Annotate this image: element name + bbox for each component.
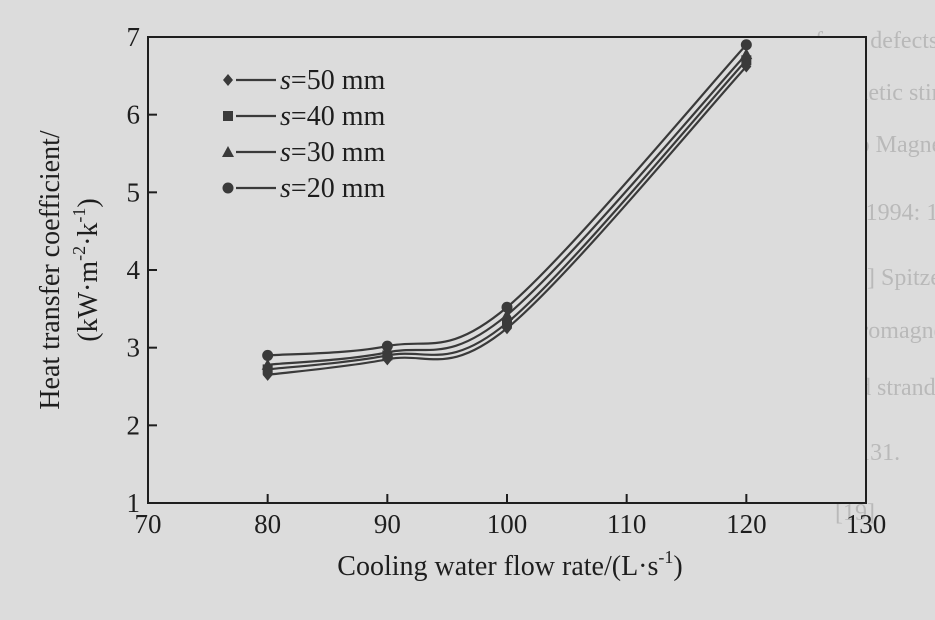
data-point-circle bbox=[501, 301, 513, 313]
legend-item: s=50 mm bbox=[223, 65, 385, 96]
data-point-triangle bbox=[740, 48, 753, 60]
background-text-line: [19] bbox=[835, 500, 875, 526]
y-tick-label: 7 bbox=[127, 22, 141, 52]
y-tick-label: 4 bbox=[127, 255, 141, 285]
y-axis-title-line2: (kW·m-2·k-1) bbox=[69, 198, 104, 342]
legend-marker-square bbox=[223, 111, 233, 121]
legend-item: s=30 mm bbox=[222, 137, 385, 168]
legend-label: s=40 mm bbox=[280, 101, 385, 132]
data-point-triangle bbox=[261, 358, 274, 370]
x-tick-label: 100 bbox=[487, 509, 528, 539]
data-point-square bbox=[741, 55, 752, 66]
data-point-circle bbox=[262, 349, 274, 361]
x-tick-label: 130 bbox=[846, 509, 887, 539]
series-line bbox=[267, 65, 748, 376]
y-tick-label: 5 bbox=[127, 177, 141, 207]
data-point-triangle bbox=[501, 309, 513, 321]
series-line bbox=[267, 53, 748, 366]
data-point-square bbox=[502, 317, 512, 328]
x-tick-label: 120 bbox=[726, 509, 767, 539]
x-axis-title: Cooling water flow rate/(L·s-1) bbox=[337, 547, 682, 582]
ticks-layer: 70 80 90 100 110 120 130 1 2 3 4 5 6 7 bbox=[127, 22, 887, 539]
data-point-diamond bbox=[741, 60, 752, 73]
y-tick-label: 3 bbox=[127, 333, 141, 363]
y-tick-label: 2 bbox=[127, 410, 141, 440]
plot-area bbox=[148, 37, 866, 503]
legend-label: s=30 mm bbox=[280, 137, 385, 168]
x-tick-label: 110 bbox=[607, 509, 647, 539]
data-point-circle bbox=[740, 39, 752, 51]
series-line bbox=[267, 59, 748, 371]
series-layer bbox=[261, 39, 753, 381]
legend-marker-circle bbox=[222, 182, 234, 194]
y-tick-label: 1 bbox=[127, 488, 141, 518]
series-circle bbox=[262, 39, 752, 361]
legend-item: s=20 mm bbox=[222, 173, 385, 204]
series-triangle bbox=[261, 48, 753, 370]
data-point-triangle bbox=[381, 346, 394, 358]
legend-item: s=40 mm bbox=[223, 101, 385, 132]
data-point-circle bbox=[381, 340, 393, 352]
legend-marker-diamond bbox=[223, 74, 233, 86]
series-line bbox=[267, 44, 748, 357]
legend-label: s=50 mm bbox=[280, 65, 385, 96]
y-tick-label: 6 bbox=[127, 100, 141, 130]
legend: s=50 mm s=40 mm s=30 mm s=20 mm bbox=[222, 65, 385, 204]
x-tick-label: 90 bbox=[374, 509, 401, 539]
x-tick-label: 70 bbox=[135, 509, 162, 539]
x-tick-label: 80 bbox=[254, 509, 281, 539]
legend-label: s=20 mm bbox=[280, 173, 385, 204]
legend-marker-triangle bbox=[222, 146, 234, 157]
y-axis-title-line1: Heat transfer coefficient/ bbox=[35, 130, 66, 410]
